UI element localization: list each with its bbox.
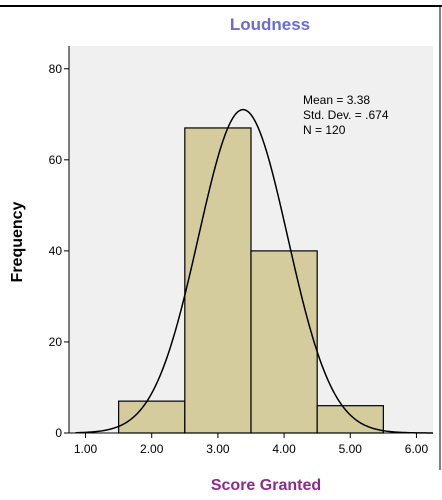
x-tick-label: 2.00 xyxy=(140,442,164,456)
y-tick-label: 60 xyxy=(49,153,63,167)
x-tick-label: 1.00 xyxy=(74,442,98,456)
y-tick-label: 0 xyxy=(55,426,62,440)
y-axis-title: Frequency xyxy=(9,201,26,282)
y-tick-label: 80 xyxy=(49,62,63,76)
chart-title: Loudness xyxy=(230,15,310,34)
x-tick-label: 5.00 xyxy=(339,442,363,456)
x-tick-label: 4.00 xyxy=(272,442,296,456)
y-ticks: 0 20 40 60 80 xyxy=(49,62,69,440)
x-tick-label: 6.00 xyxy=(405,442,429,456)
stats-stddev: Std. Dev. = .674 xyxy=(303,108,389,122)
histogram-bar-1 xyxy=(119,401,185,433)
histogram-bar-2 xyxy=(185,128,251,433)
stats-mean: Mean = 3.38 xyxy=(303,93,370,107)
histogram-bar-3 xyxy=(251,251,317,433)
x-ticks: 1.00 2.00 3.00 4.00 5.00 6.00 xyxy=(74,433,429,456)
x-axis-title: Score Granted xyxy=(211,477,321,494)
y-tick-label: 40 xyxy=(49,244,63,258)
y-tick-label: 20 xyxy=(49,335,63,349)
stats-n: N = 120 xyxy=(303,123,346,137)
x-tick-label: 3.00 xyxy=(206,442,230,456)
